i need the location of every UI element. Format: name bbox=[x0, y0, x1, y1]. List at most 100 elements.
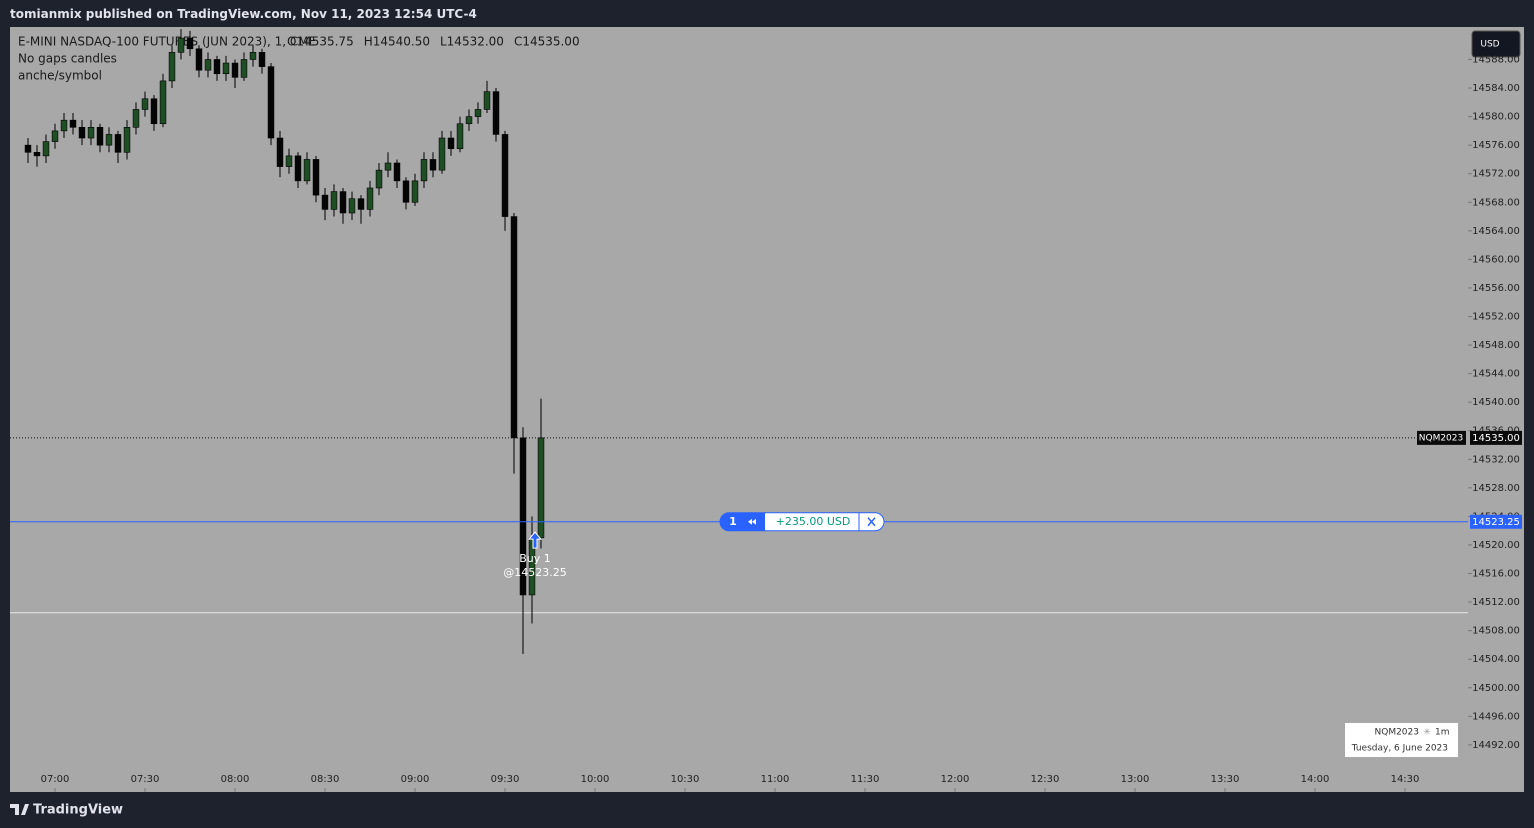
ohlc-legend: O14535.75 H14540.50 L14532.00 C14535.00 bbox=[287, 35, 580, 49]
y-tick-label: 14540.00 bbox=[1472, 397, 1520, 408]
candle-body bbox=[249, 52, 257, 60]
position-price-label: 14523.25 bbox=[1472, 517, 1520, 528]
buy-label: Buy 1 bbox=[519, 552, 551, 565]
info-interval: 1m bbox=[1435, 728, 1450, 738]
candle-body bbox=[501, 134, 509, 217]
candle-body bbox=[177, 37, 185, 53]
position-pnl: +235.00 USD bbox=[776, 515, 851, 528]
candle-body bbox=[312, 159, 320, 196]
y-tick-label: 14512.00 bbox=[1472, 597, 1520, 608]
candle-body bbox=[222, 62, 230, 75]
x-tick-label: 11:30 bbox=[851, 774, 880, 785]
y-tick-label: 14556.00 bbox=[1472, 283, 1520, 294]
candle-body bbox=[285, 155, 293, 167]
x-tick-label: 09:30 bbox=[491, 774, 520, 785]
candle-body bbox=[483, 91, 491, 110]
x-tick-label: 10:00 bbox=[581, 774, 610, 785]
candle-body bbox=[186, 37, 194, 50]
info-box-bg bbox=[1345, 723, 1458, 757]
y-tick-label: 14532.00 bbox=[1472, 454, 1520, 465]
currency-button[interactable] bbox=[1471, 30, 1521, 58]
candle-body bbox=[168, 52, 176, 82]
y-tick-label: 14500.00 bbox=[1472, 683, 1520, 694]
symbol-tag-label: NQM2023 bbox=[1419, 433, 1464, 443]
x-tick-label: 14:30 bbox=[1391, 774, 1420, 785]
buy-arrow bbox=[527, 531, 543, 549]
reverse-icon[interactable] bbox=[748, 518, 756, 525]
candle-body bbox=[420, 159, 428, 182]
brand: TradingView bbox=[33, 803, 123, 818]
candle-body bbox=[78, 127, 86, 139]
info-symbol: NQM2023 bbox=[1375, 728, 1420, 738]
candle-body bbox=[330, 191, 338, 210]
y-tick-label: 14516.00 bbox=[1472, 569, 1520, 580]
y-tick-label: 14580.00 bbox=[1472, 112, 1520, 123]
x-tick-label: 10:30 bbox=[671, 774, 700, 785]
candle-body bbox=[303, 159, 311, 182]
y-tick-label: 14568.00 bbox=[1472, 197, 1520, 208]
candle-body bbox=[375, 169, 383, 189]
publisher-line: tomianmix published on TradingView.com, … bbox=[10, 7, 477, 21]
ohlc-value: C14535.00 bbox=[514, 35, 580, 49]
x-tick-label: 08:00 bbox=[221, 774, 250, 785]
x-tick-label: 08:30 bbox=[311, 774, 340, 785]
candle-body bbox=[51, 130, 59, 142]
indicator-label: No gaps candles bbox=[18, 52, 117, 66]
x-tick-label: 07:30 bbox=[131, 774, 160, 785]
y-tick-label: 14584.00 bbox=[1472, 83, 1520, 94]
candle-body bbox=[429, 159, 437, 171]
y-tick-label: 14564.00 bbox=[1472, 226, 1520, 237]
candle-body bbox=[492, 91, 500, 135]
y-tick-label: 14504.00 bbox=[1472, 654, 1520, 665]
x-tick-label: 12:00 bbox=[941, 774, 970, 785]
candle-body bbox=[366, 187, 374, 210]
candle-body bbox=[150, 98, 158, 125]
candle-body bbox=[24, 144, 32, 153]
candle-body bbox=[96, 127, 104, 146]
position-price-tag bbox=[1470, 514, 1522, 529]
candle-body bbox=[411, 180, 419, 203]
candle-body bbox=[339, 191, 347, 214]
y-tick-label: 14520.00 bbox=[1472, 540, 1520, 551]
candle-body bbox=[195, 48, 203, 71]
x-tick-label: 12:30 bbox=[1031, 774, 1060, 785]
plot-background bbox=[10, 27, 1524, 792]
candle-body bbox=[348, 198, 356, 214]
x-tick-label: 13:30 bbox=[1211, 774, 1240, 785]
candle-body bbox=[231, 62, 239, 78]
close-icon[interactable] bbox=[867, 517, 876, 527]
candle-body bbox=[60, 119, 68, 132]
indicator-label: anche/symbol bbox=[18, 69, 102, 83]
candle-body bbox=[456, 123, 464, 150]
candle-body bbox=[42, 141, 50, 157]
info-box: NQM2023 ✳ 1m Tuesday, 6 June 2023 bbox=[1345, 723, 1458, 757]
last-price-tag bbox=[1470, 430, 1522, 445]
candle-body bbox=[258, 52, 266, 67]
buy-price-label: @14523.25 bbox=[503, 566, 567, 579]
candle-body bbox=[402, 180, 410, 203]
candle-body bbox=[123, 127, 131, 153]
y-tick-label: 14508.00 bbox=[1472, 626, 1520, 637]
y-tick-label: 14576.00 bbox=[1472, 140, 1520, 151]
chart-title: E-MINI NASDAQ-100 FUTURES (JUN 2023), 1,… bbox=[18, 35, 316, 49]
ohlc-value: O14535.75 bbox=[287, 35, 354, 49]
candle-body bbox=[87, 127, 95, 139]
candle-body bbox=[240, 59, 248, 78]
info-sep: ✳ bbox=[1423, 728, 1431, 738]
candle-body bbox=[267, 66, 275, 139]
y-tick-label: 14496.00 bbox=[1472, 711, 1520, 722]
y-tick-label: 14588.00 bbox=[1472, 54, 1520, 65]
ohlc-value: H14540.50 bbox=[364, 35, 430, 49]
y-tick-label: 14560.00 bbox=[1472, 254, 1520, 265]
candle-body bbox=[213, 59, 221, 75]
x-tick-label: 11:00 bbox=[761, 774, 790, 785]
candle-body bbox=[105, 134, 113, 146]
currency-label[interactable]: USD bbox=[1480, 40, 1499, 50]
y-tick-label: 14528.00 bbox=[1472, 483, 1520, 494]
candle-body bbox=[357, 198, 365, 210]
position-pill: 1 +235.00 USD bbox=[719, 512, 885, 532]
candle-body bbox=[114, 134, 122, 153]
candle-body bbox=[159, 80, 167, 125]
candle-body bbox=[294, 155, 302, 182]
